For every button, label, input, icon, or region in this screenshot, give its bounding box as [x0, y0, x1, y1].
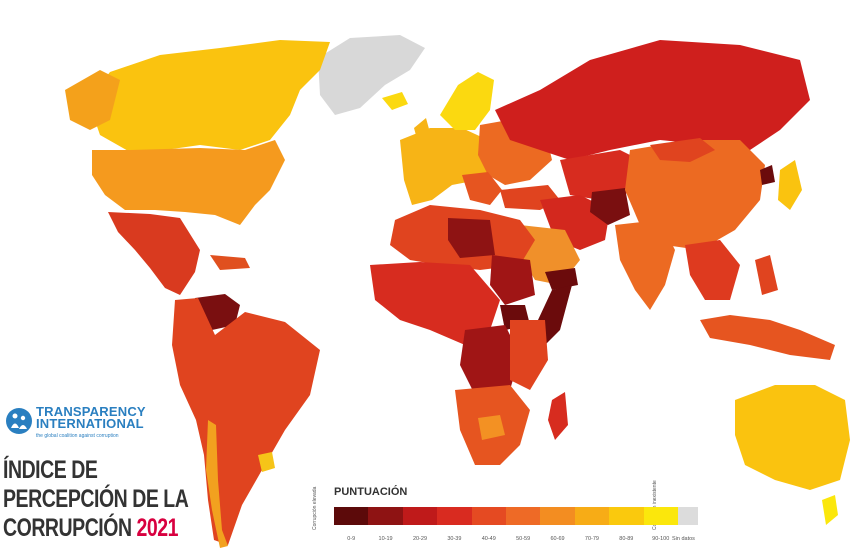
legend-tick-label-1: 10-19 — [378, 536, 393, 542]
region-madagascar — [548, 392, 568, 440]
region-iceland — [382, 92, 408, 110]
legend-tick-label-6: 60-69 — [550, 536, 565, 542]
region-libya — [448, 218, 495, 258]
legend-swatch-5 — [505, 507, 541, 525]
legend-tick-label-2: 20-29 — [412, 536, 428, 542]
region-east-africa — [510, 320, 548, 390]
region-caribbean — [210, 255, 250, 270]
region-somalia — [538, 285, 572, 345]
region-balkans — [462, 172, 502, 205]
region-new-zealand — [822, 495, 838, 525]
region-japan — [778, 160, 802, 210]
legend-no-data-swatch — [678, 507, 698, 525]
region-north-korea — [760, 165, 775, 185]
region-mexico — [108, 212, 200, 295]
legend-swatch-1 — [368, 507, 403, 525]
region-russia — [495, 40, 810, 160]
region-alaska — [65, 70, 120, 130]
region-afghanistan — [590, 188, 630, 225]
legend-swatch-4 — [471, 507, 506, 525]
legend-swatch-3 — [437, 507, 472, 525]
org-tagline: the global coalition against corruption — [36, 433, 119, 439]
title-line-2: PERCEPCIÓN DE LA — [3, 485, 189, 513]
region-usa — [92, 140, 285, 225]
region-india — [615, 220, 675, 310]
region-canada — [88, 40, 330, 152]
legend-swatch-6 — [540, 507, 575, 525]
region-uruguay — [258, 452, 275, 472]
legend-swatch-0 — [334, 507, 369, 525]
region-western-europe — [400, 128, 496, 205]
region-australia — [735, 385, 850, 490]
region-philippines — [755, 255, 778, 295]
region-west-central-africa — [370, 262, 500, 345]
page-title: ÍNDICE DE PERCEPCIÓN DE LA CORRUPCIÓN 20… — [3, 456, 189, 543]
title-word-corrupcion: CORRUPCIÓN — [3, 514, 132, 542]
legend-tick-label-0: 0-9 — [347, 536, 356, 542]
title-year: 2021 — [136, 514, 179, 542]
region-sudan — [490, 255, 535, 305]
region-chile — [206, 420, 228, 548]
legend-no-data-label: Sin datos — [672, 536, 695, 542]
region-southeast-asia — [685, 240, 740, 300]
org-name: TRANSPARENCY INTERNATIONAL — [36, 404, 146, 431]
legend-low-end-label: Corrupción elevada — [312, 486, 318, 530]
legend-swatch-2 — [402, 507, 438, 525]
transparency-international-logo: TRANSPARENCY INTERNATIONAL the global co… — [4, 404, 204, 444]
legend-title: PUNTUACIÓN — [334, 486, 408, 498]
legend-tick-label-9: 90-100 — [652, 536, 670, 542]
region-uk — [414, 118, 432, 150]
region-dr-congo — [460, 325, 520, 395]
legend-swatch-9 — [643, 507, 678, 525]
legend-tick-label-3: 30-39 — [447, 536, 462, 542]
legend-swatches — [334, 507, 678, 525]
region-greenland — [318, 35, 425, 115]
legend-tick-label-8: 80-89 — [619, 536, 634, 542]
region-botswana — [478, 415, 505, 440]
legend-tick-label-4: 40-49 — [481, 536, 496, 542]
region-indonesia — [700, 315, 835, 360]
legend-swatch-7 — [574, 507, 610, 525]
title-line-3: CORRUPCIÓN 2021 — [3, 514, 188, 543]
legend-labels: 0-9 10-19 20-29 30-39 40-49 50-59 60-69 70-79 80… — [334, 536, 678, 542]
title-line-1: ÍNDICE DE — [3, 456, 98, 484]
legend-tick-label-7: 70-79 — [584, 536, 599, 542]
legend-tick-label-5: 50-59 — [516, 536, 531, 542]
region-mongolia — [650, 138, 715, 162]
legend-swatch-8 — [609, 507, 644, 525]
region-scandinavia — [440, 72, 494, 130]
region-yemen — [545, 268, 578, 290]
globe-people-icon — [6, 408, 32, 434]
legend-low-end: Corrupción elevada — [308, 487, 336, 530]
